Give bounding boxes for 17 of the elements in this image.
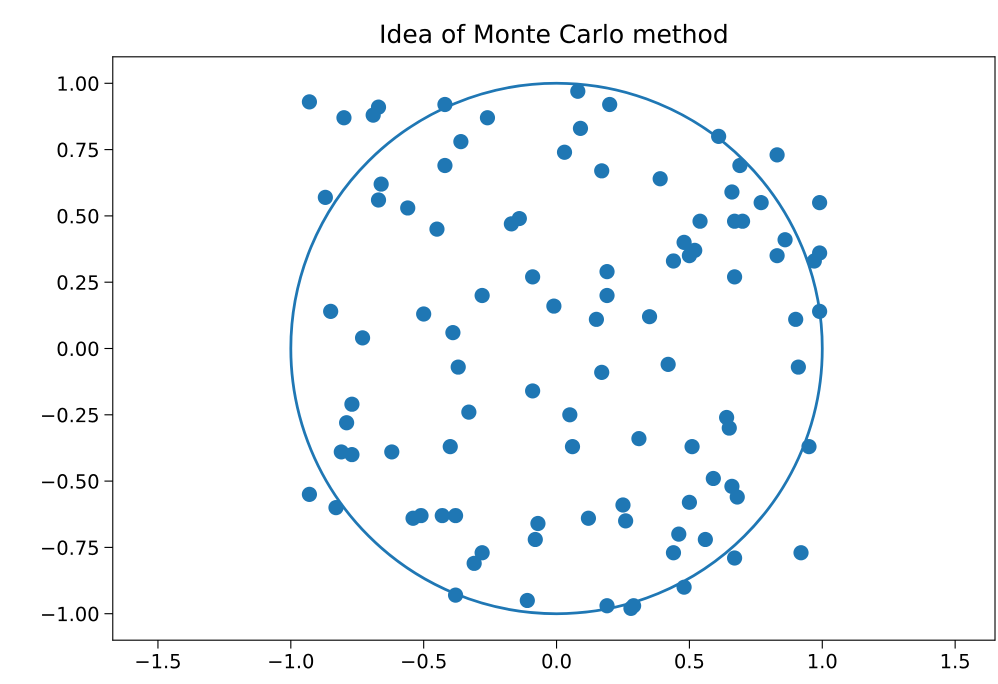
- y-tick-label: −0.25: [42, 408, 98, 422]
- y-tick-label: 1.00: [58, 76, 98, 91]
- chart-title: Idea of Monte Carlo method: [382, 24, 726, 44]
- x-tick-label: 0.0: [542, 654, 571, 668]
- x-tick-label: 1.0: [808, 654, 836, 668]
- y-tick-label: −0.50: [42, 474, 98, 489]
- y-tick-label: −1.00: [42, 606, 98, 622]
- y-tick-label: 0.75: [58, 142, 98, 158]
- x-tick-label: 0.5: [675, 654, 704, 668]
- y-tick-label: 0.50: [58, 208, 98, 224]
- x-tick-label: −1.0: [269, 654, 314, 668]
- y-tick-label: −0.75: [42, 540, 98, 556]
- x-tick-label: −1.5: [136, 654, 180, 668]
- y-tick-label: 0.25: [58, 275, 98, 290]
- y-tick-label: 0.00: [58, 341, 98, 356]
- x-tick-label: −0.5: [402, 654, 446, 668]
- x-tick-label: 1.5: [942, 654, 969, 668]
